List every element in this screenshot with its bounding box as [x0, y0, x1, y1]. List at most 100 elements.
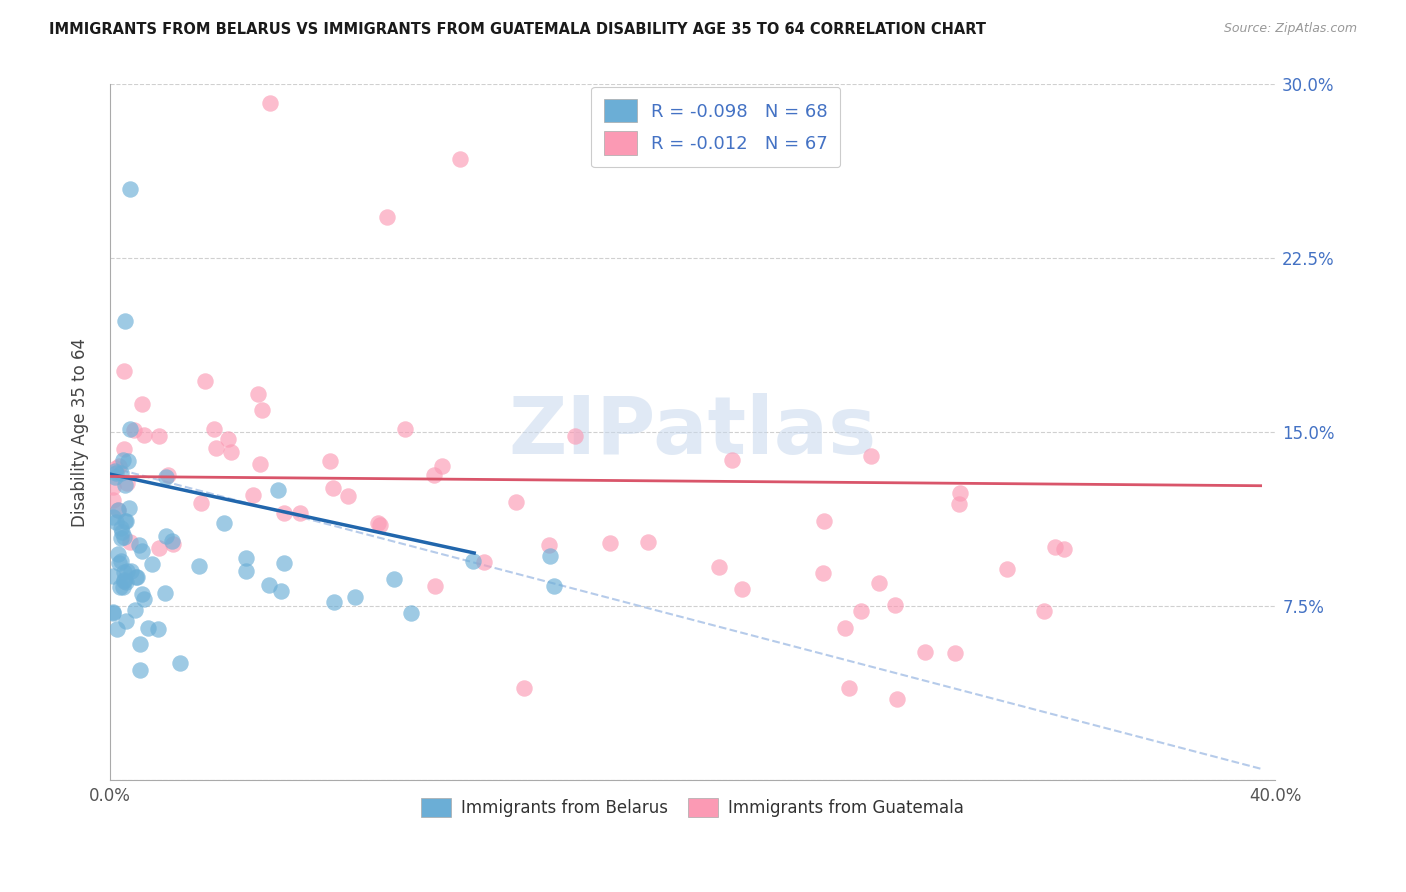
Point [110, 466, 132, 480]
Point [543, 579, 565, 593]
Point [221, 444, 243, 458]
Point [257, 578, 280, 592]
Point [343, 590, 366, 604]
Point [162, 533, 184, 548]
Point [249, 457, 271, 471]
Point [886, 692, 908, 706]
Point [394, 422, 416, 436]
Point [112, 364, 135, 378]
Point [267, 483, 290, 498]
Point [212, 516, 235, 530]
Point [270, 584, 292, 599]
Point [114, 514, 136, 528]
Point [131, 587, 153, 601]
Point [128, 637, 150, 651]
Point [204, 441, 226, 455]
Point [155, 469, 177, 483]
Point [538, 549, 561, 563]
Point [120, 564, 142, 578]
Legend: Immigrants from Belarus, Immigrants from Guatemala: Immigrants from Belarus, Immigrants from… [415, 791, 970, 824]
Point [235, 550, 257, 565]
Point [101, 605, 124, 619]
Point [103, 480, 125, 494]
Point [599, 535, 621, 549]
Point [1043, 540, 1066, 554]
Point [246, 386, 269, 401]
Point [112, 574, 135, 589]
Point [104, 460, 127, 475]
Point [131, 544, 153, 558]
Point [131, 397, 153, 411]
Point [461, 554, 484, 568]
Point [107, 502, 129, 516]
Point [336, 489, 359, 503]
Point [190, 496, 212, 510]
Point [118, 422, 141, 436]
Point [128, 538, 150, 552]
Point [914, 645, 936, 659]
Point [423, 579, 446, 593]
Point [117, 564, 139, 578]
Point [709, 559, 731, 574]
Point [849, 604, 872, 618]
Point [112, 573, 135, 587]
Point [273, 556, 295, 570]
Point [125, 570, 148, 584]
Point [884, 598, 907, 612]
Point [949, 485, 972, 500]
Point [117, 501, 139, 516]
Point [323, 594, 346, 608]
Point [375, 210, 398, 224]
Y-axis label: Disability Age 35 to 64: Disability Age 35 to 64 [72, 338, 89, 527]
Point [259, 95, 281, 110]
Point [110, 531, 132, 545]
Point [136, 621, 159, 635]
Point [194, 374, 217, 388]
Point [101, 510, 124, 524]
Point [422, 468, 444, 483]
Point [188, 558, 211, 573]
Point [859, 449, 882, 463]
Point [105, 515, 128, 529]
Point [103, 607, 125, 621]
Point [101, 493, 124, 508]
Point [146, 622, 169, 636]
Point [148, 429, 170, 443]
Point [202, 422, 225, 436]
Point [472, 555, 495, 569]
Point [943, 646, 966, 660]
Point [105, 622, 128, 636]
Point [242, 488, 264, 502]
Point [538, 538, 561, 552]
Point [157, 467, 180, 482]
Point [512, 681, 534, 695]
Point [250, 403, 273, 417]
Point [155, 586, 177, 600]
Point [110, 554, 132, 568]
Text: ZIPatlas: ZIPatlas [509, 393, 877, 471]
Point [997, 561, 1019, 575]
Point [449, 152, 471, 166]
Point [384, 572, 406, 586]
Point [112, 442, 135, 457]
Point [129, 664, 152, 678]
Point [107, 502, 129, 516]
Point [834, 621, 856, 635]
Point [115, 614, 138, 628]
Point [111, 524, 134, 539]
Point [117, 454, 139, 468]
Point [217, 432, 239, 446]
Point [432, 458, 454, 473]
Point [110, 521, 132, 535]
Point [235, 564, 257, 578]
Point [1053, 542, 1076, 557]
Point [120, 182, 142, 196]
Point [813, 514, 835, 528]
Point [141, 558, 163, 572]
Point [104, 470, 127, 484]
Point [948, 497, 970, 511]
Point [319, 454, 342, 468]
Point [118, 534, 141, 549]
Point [115, 575, 138, 590]
Point [108, 459, 131, 474]
